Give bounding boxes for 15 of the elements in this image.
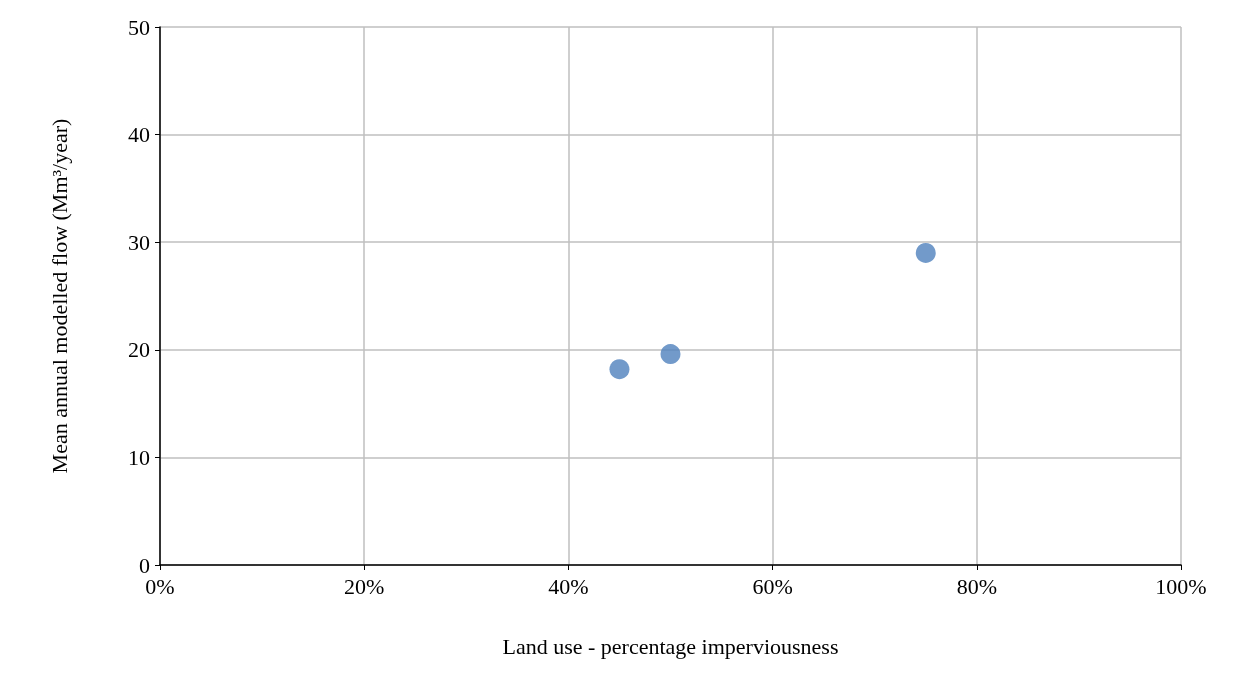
x-tick-label: 80% bbox=[956, 573, 997, 599]
y-tick-label: 30 bbox=[128, 229, 150, 255]
x-tick-label: 20% bbox=[344, 573, 385, 599]
y-tick-label: 40 bbox=[128, 122, 150, 148]
point bbox=[609, 359, 630, 380]
point bbox=[915, 242, 936, 263]
y-tick-label: 20 bbox=[128, 337, 150, 363]
x-tick-label: 40% bbox=[548, 573, 589, 599]
y-axis-title: Mean annual modelled flow (Mm³/year) bbox=[46, 118, 72, 474]
y-tick-label: 10 bbox=[128, 444, 150, 470]
x-tick-label: 60% bbox=[752, 573, 793, 599]
x-axis-title: Land use - percentage imperviousness bbox=[502, 633, 839, 659]
point bbox=[660, 344, 681, 365]
x-tick-label: 100% bbox=[1155, 573, 1207, 599]
y-tick-label: 50 bbox=[128, 14, 150, 40]
